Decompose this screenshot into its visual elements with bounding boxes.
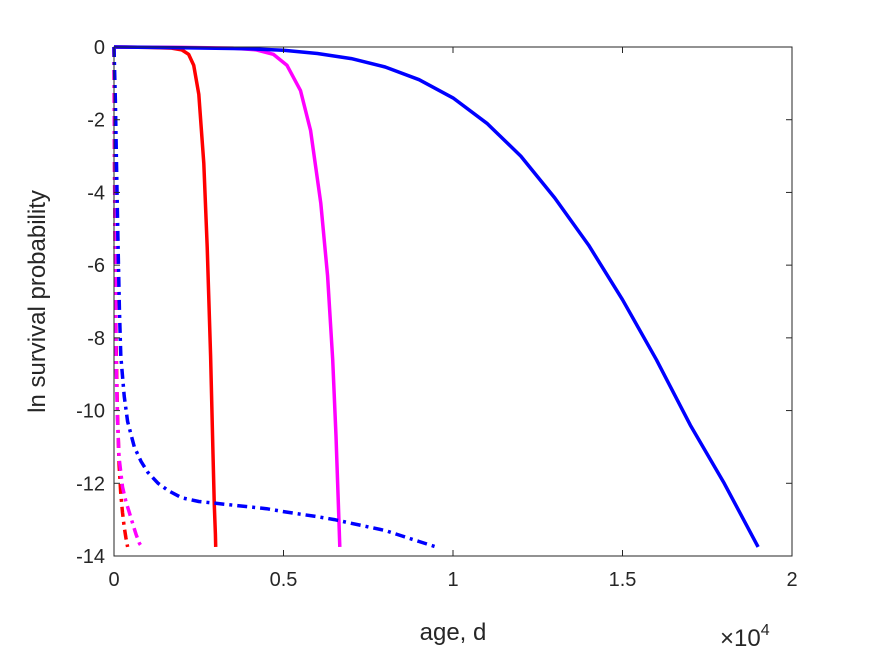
plot-area	[114, 47, 792, 556]
x-axis-label: age, d	[420, 619, 487, 646]
y-tick-label: -10	[76, 401, 105, 423]
y-tick-label: -6	[87, 255, 105, 277]
y-tick-label: -12	[76, 473, 105, 495]
y-tick-label: -14	[76, 546, 105, 568]
series-line-3	[113, 45, 760, 548]
y-tick-label: -8	[87, 328, 105, 350]
y-axis-label: ln survival probability	[24, 190, 51, 413]
x-tick-label: 2	[786, 569, 797, 591]
x-tick-label: 1	[447, 569, 458, 591]
x-axis-multiplier: ×104	[720, 622, 770, 652]
series-line-5	[112, 46, 144, 548]
series-line-6	[112, 46, 437, 549]
tick-layer: 0 0.5 1 1.5 2 0 -2 -4 -6 -8 -10 -12 -14	[76, 37, 797, 591]
y-tick-label: -2	[87, 110, 105, 132]
x-tick-label: 0	[108, 569, 119, 591]
y-tick-label: 0	[94, 37, 105, 59]
x-tick-label: 1.5	[609, 569, 637, 591]
x-multiplier-base: ×10	[720, 625, 761, 652]
x-tick-label: 0.5	[270, 569, 298, 591]
y-tick-label: -4	[87, 182, 105, 204]
x-multiplier-exponent: 4	[761, 622, 770, 639]
